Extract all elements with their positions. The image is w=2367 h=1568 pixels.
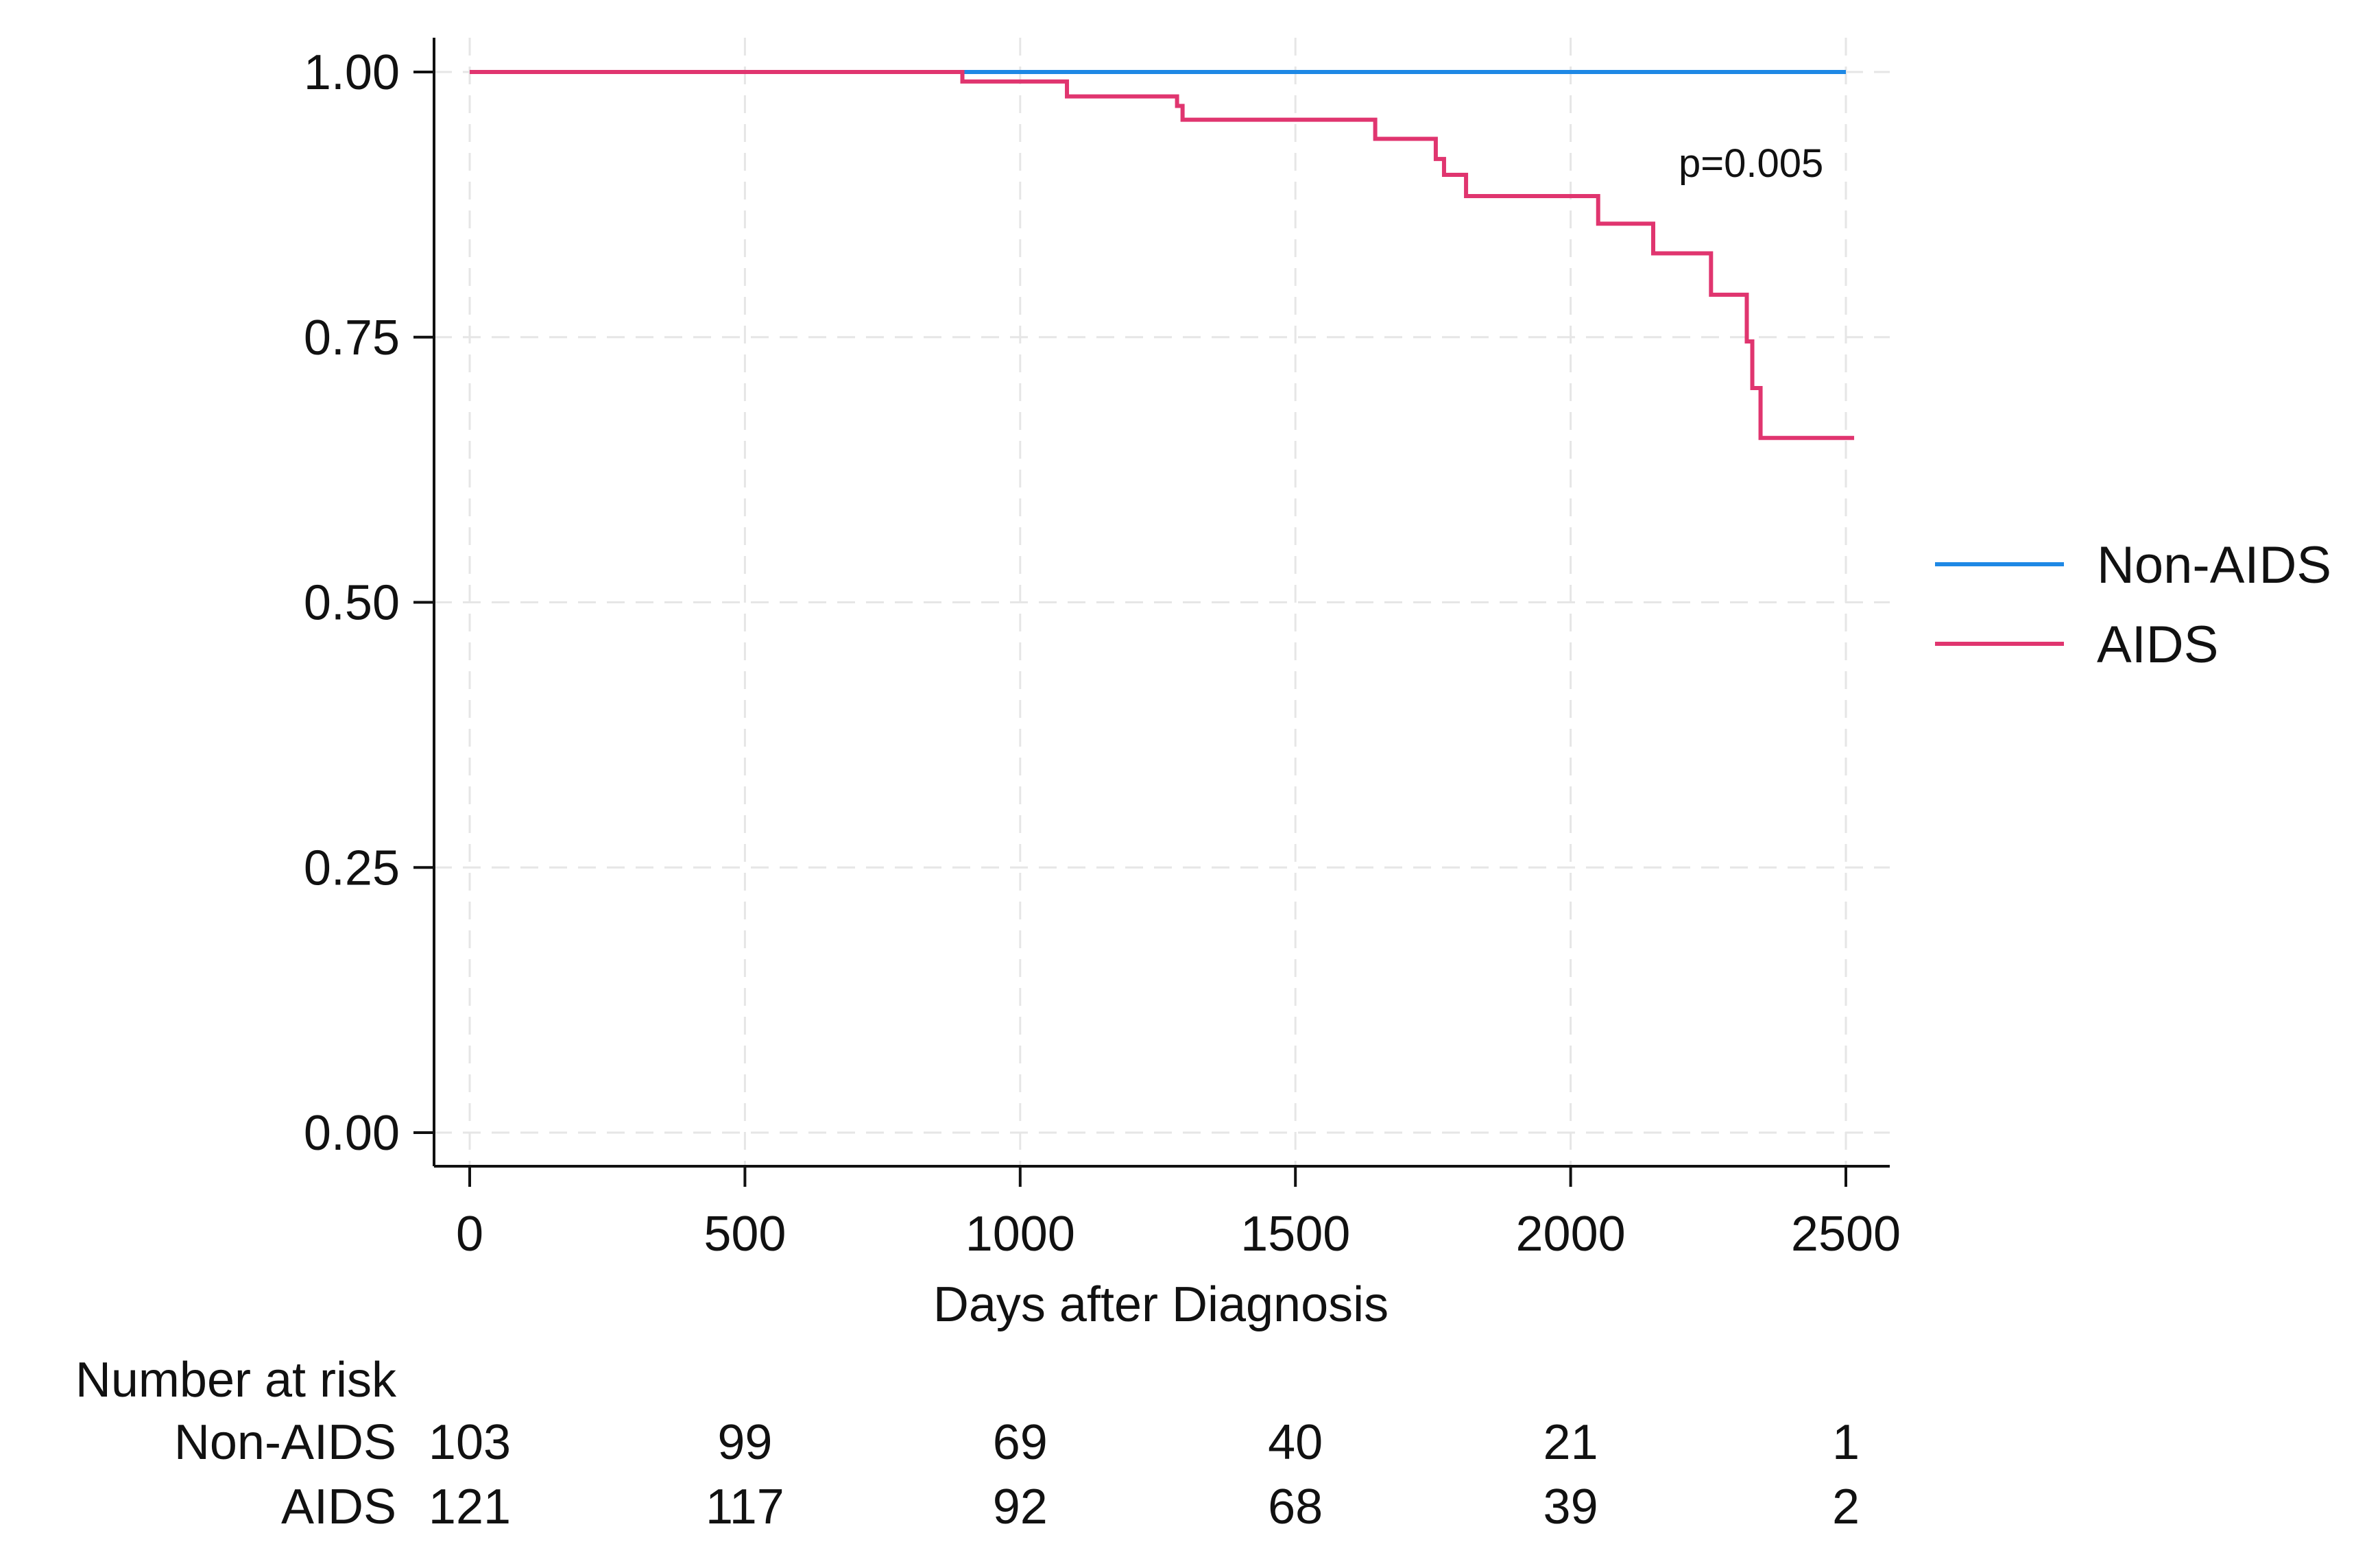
x-tick-label: 500 [704,1207,786,1262]
x-axis-title: Days after Diagnosis [933,1277,1389,1332]
risk-count: 99 [717,1415,772,1470]
y-ticks: 0.00 0.25 0.50 0.75 1.00 [304,45,434,1161]
p-value-annotation: p=0.005 [1679,141,1823,186]
y-tick-label: 1.00 [304,45,400,100]
risk-count: 117 [706,1480,784,1534]
x-tick-label: 2000 [1516,1207,1626,1262]
x-tick-label: 0 [456,1207,483,1262]
x-tick-label: 2500 [1791,1207,1901,1262]
gridlines [434,38,1890,1166]
series-line-aids [470,70,1855,440]
y-tick-label: 0.75 [304,311,400,365]
risk-count: 2 [1832,1480,1860,1534]
risk-count: 92 [993,1480,1048,1534]
legend-label: Non-AIDS [2097,536,2331,594]
y-tick-label: 0.00 [304,1106,400,1161]
risk-table-title: Number at risk [75,1353,397,1408]
risk-row-label: Non-AIDS [174,1415,396,1470]
risk-count: 68 [1268,1480,1323,1534]
x-ticks: 0 500 1000 1500 2000 2500 [456,1166,1901,1262]
x-tick-label: 1000 [965,1207,1075,1262]
risk-count: 1 [1832,1415,1860,1470]
series-lines [470,70,1855,440]
x-tick-label: 1500 [1240,1207,1350,1262]
risk-row-label: AIDS [281,1480,396,1534]
risk-count: 69 [993,1415,1048,1470]
risk-count: 39 [1543,1480,1598,1534]
y-tick-label: 0.25 [304,841,400,895]
legend-label: AIDS [2097,616,2218,674]
risk-count: 103 [429,1415,511,1470]
risk-count: 121 [429,1480,511,1534]
y-tick-label: 0.50 [304,576,400,631]
risk-table: Non-AIDS 103 99 69 40 21 1 AIDS 121 117 92 68 39 2 [174,1415,1860,1534]
risk-count: 40 [1268,1415,1323,1470]
legend: Non-AIDS AIDS [1935,536,2331,674]
risk-count: 21 [1543,1415,1598,1470]
